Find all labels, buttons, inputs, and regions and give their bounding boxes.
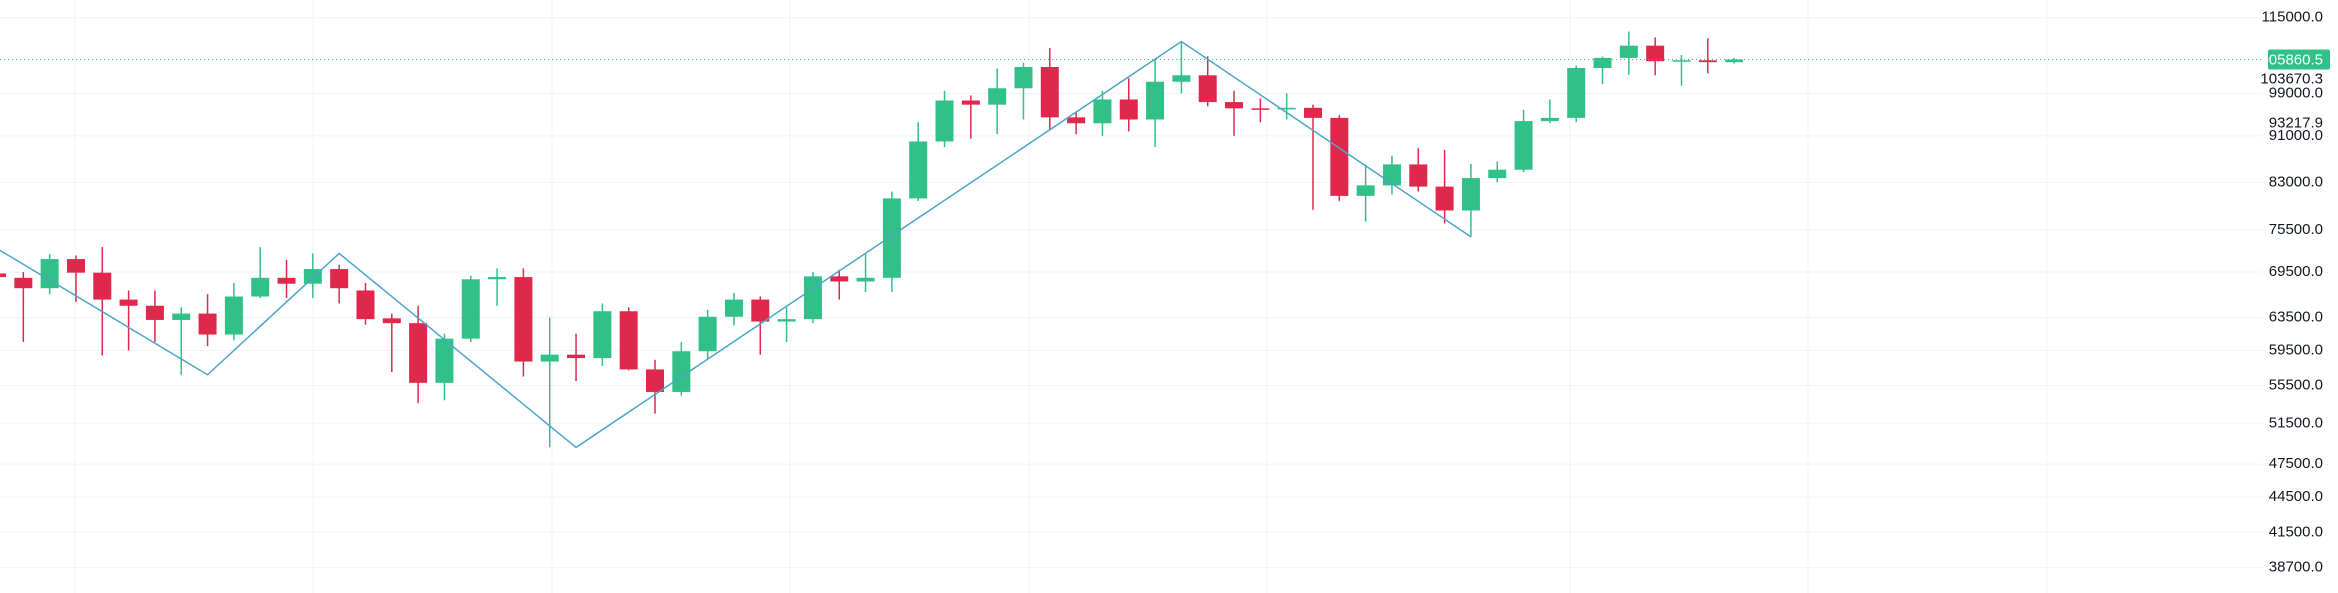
y-tick-label: 63500.0: [2269, 309, 2323, 326]
candle-body: [224, 296, 243, 335]
candle-body: [961, 100, 980, 105]
y-tick-label: 115000.0: [2262, 9, 2323, 26]
candle-body: [1461, 178, 1480, 211]
y-tick-label: 38700.0: [2269, 559, 2323, 576]
candle-body: [619, 311, 638, 370]
candle-body: [1225, 102, 1244, 109]
candle-body: [803, 276, 822, 320]
candle-body: [1698, 60, 1717, 63]
candle-body: [1409, 164, 1428, 187]
candle-body: [567, 354, 586, 359]
price-label: 103670.3: [2260, 70, 2323, 87]
y-tick-label: 44500.0: [2269, 488, 2323, 505]
candle-body: [988, 88, 1007, 105]
candle-body: [356, 290, 375, 320]
candle-body: [1040, 66, 1059, 118]
candle-body: [1540, 117, 1559, 122]
candle-body: [724, 299, 743, 317]
last-price-box: [2268, 49, 2330, 70]
candle-body: [0, 273, 6, 278]
candle-body: [1304, 107, 1322, 118]
candle-body: [1488, 169, 1507, 179]
candle-body: [93, 272, 112, 300]
candle-body: [646, 369, 664, 392]
price-label: 93217.9: [2269, 115, 2323, 132]
candle-body: [540, 354, 559, 362]
candle-body: [1067, 117, 1086, 124]
last-price-label: 105860.5: [2260, 51, 2323, 68]
candle-body: [251, 277, 270, 297]
candle-body: [1198, 75, 1217, 103]
candle-body: [882, 198, 901, 278]
candle-body: [777, 319, 796, 322]
candle-body: [1567, 67, 1586, 118]
candle-body: [1330, 117, 1349, 196]
candle-body: [935, 100, 954, 142]
candle-body: [1277, 107, 1296, 110]
y-tick-label: 41500.0: [2269, 523, 2323, 540]
candle-body: [593, 311, 612, 359]
candle-body: [172, 313, 191, 320]
candle-body: [1435, 186, 1454, 211]
candle-body: [751, 299, 770, 322]
candle-body: [488, 277, 507, 280]
y-tick-label: 99000.0: [2269, 84, 2323, 101]
candle-body: [1672, 60, 1691, 62]
y-tick-label: 91000.0: [2269, 127, 2323, 144]
y-tick-label: 51500.0: [2269, 414, 2323, 431]
candle-body: [1119, 99, 1138, 120]
candle-body: [14, 277, 33, 289]
candle-body: [1093, 99, 1112, 124]
zigzag-line: [0, 40, 1472, 449]
candle-body: [330, 269, 349, 289]
candle-body: [119, 299, 138, 306]
candle-body: [277, 277, 296, 284]
candle-body: [1593, 57, 1612, 68]
candle-body: [1014, 66, 1033, 89]
candle-body: [1172, 75, 1191, 82]
y-tick-label: 55500.0: [2269, 377, 2323, 394]
candle-body: [66, 259, 85, 273]
candle-body: [830, 276, 849, 282]
y-tick-label: 59500.0: [2269, 341, 2323, 358]
candle-body: [382, 318, 401, 324]
candle-body: [1251, 108, 1270, 110]
y-tick-label: 47500.0: [2269, 455, 2323, 472]
candle-body: [1382, 164, 1401, 186]
candle-body: [1356, 185, 1375, 196]
y-tick-label: 75500.0: [2269, 221, 2323, 238]
y-tick-label: 69500.0: [2269, 263, 2323, 280]
candle-body: [1725, 59, 1744, 63]
candle-body: [198, 313, 217, 335]
candle-body: [856, 277, 875, 282]
candle-body: [514, 277, 533, 362]
candle-body: [40, 259, 59, 289]
y-tick-label: 83000.0: [2269, 173, 2323, 190]
candle-body: [698, 316, 717, 352]
candle-body: [1146, 81, 1165, 120]
candle-body: [1619, 45, 1638, 58]
candle-body: [672, 351, 691, 392]
candle-body: [435, 338, 454, 383]
candle-body: [461, 279, 480, 339]
candle-body: [909, 141, 928, 199]
candle-body: [1646, 45, 1665, 62]
candle-body: [1514, 121, 1533, 170]
candle-body: [145, 305, 164, 320]
candle-body: [409, 323, 428, 383]
